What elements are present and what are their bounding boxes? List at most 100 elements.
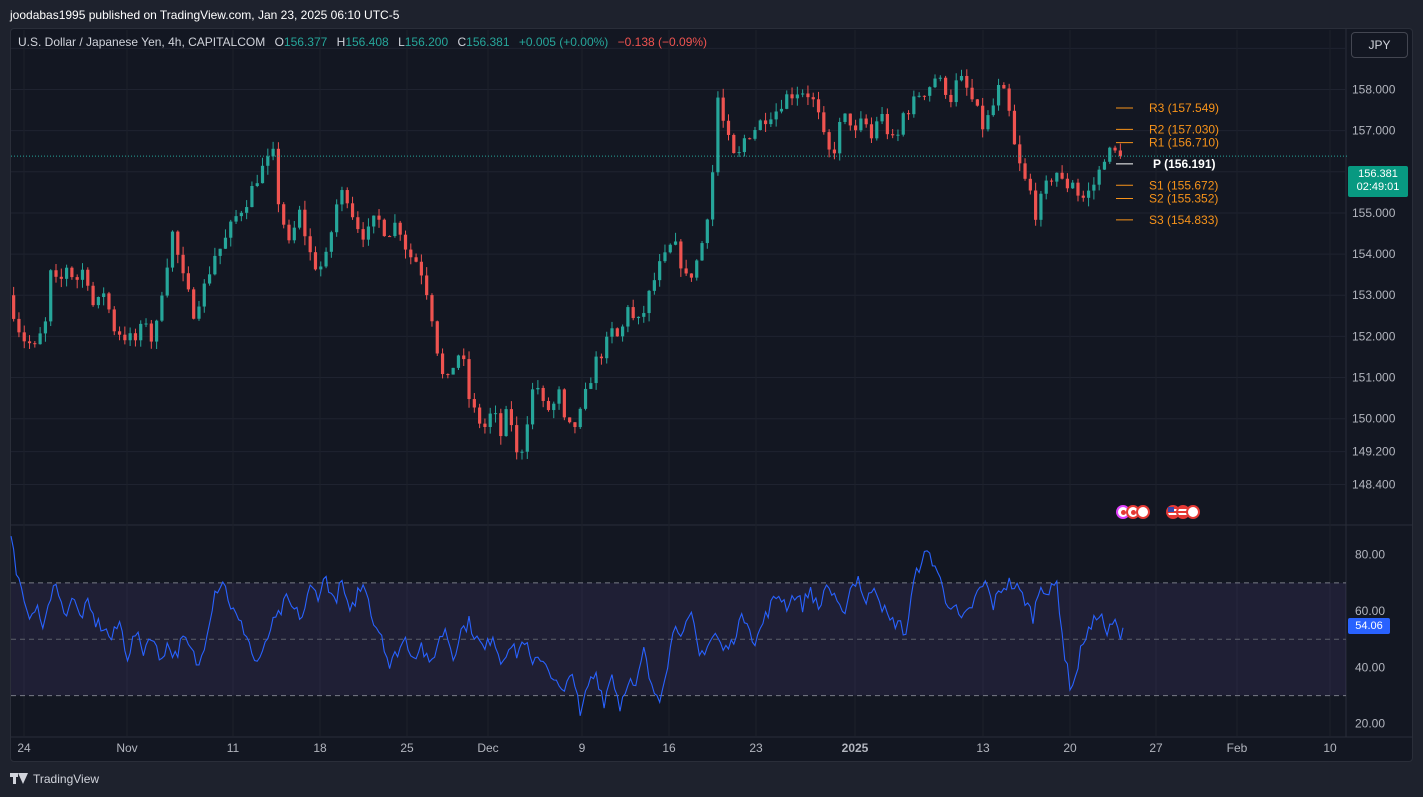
candle-body (276, 148, 281, 205)
candle-body (636, 316, 641, 319)
candle-body (451, 367, 455, 375)
candle-body (1097, 169, 1101, 185)
candle-body (1086, 190, 1091, 198)
candle-body (716, 97, 720, 173)
candle-body (785, 94, 789, 109)
candle-body (186, 273, 190, 290)
candle-body (1044, 180, 1048, 194)
candle-body (991, 105, 995, 116)
candle-body (393, 222, 397, 237)
candle-body (684, 268, 688, 274)
rsi-axis-tick: 40.00 (1355, 660, 1385, 674)
price-axis-tick: 153.000 (1352, 288, 1396, 302)
pivot-label-s3: S3 (154.833) (1149, 213, 1218, 227)
candle-body (615, 328, 619, 337)
candle-body (425, 275, 429, 296)
candle-body (673, 241, 678, 245)
candle-body (753, 130, 757, 139)
candle-body (282, 204, 286, 225)
time-axis-tick: 23 (749, 741, 763, 755)
candle-body (806, 93, 810, 98)
high-label: H (336, 35, 346, 49)
candle-body (165, 267, 169, 296)
candle-body (271, 148, 275, 157)
candle-body (335, 204, 339, 233)
candle-body (197, 306, 201, 319)
time-axis-tick: 2025 (842, 741, 869, 755)
candle-body (885, 114, 889, 135)
currency-button[interactable]: JPY (1351, 32, 1408, 58)
open-value: 156.377 (283, 35, 328, 49)
pivot-label-s1: S1 (155.672) (1149, 178, 1218, 192)
price-axis-tick: 148.400 (1352, 478, 1396, 492)
pivot-label-r2: R2 (157.030) (1149, 122, 1219, 136)
candle-body (372, 215, 376, 227)
japan-flag-icon[interactable] (1186, 505, 1200, 519)
candle-body (546, 400, 551, 411)
change-value: +0.005 (+0.00%) (518, 35, 609, 49)
brand-name: TradingView (33, 772, 100, 786)
candle-body (880, 114, 884, 122)
time-axis-tick: 24 (17, 741, 31, 755)
candle-body (155, 320, 159, 342)
last-price: 156.381 (1358, 168, 1398, 180)
symbol-name[interactable]: U.S. Dollar / Japanese Yen, 4h, CAPITALC… (18, 35, 266, 49)
candle-body (1018, 144, 1022, 164)
candle-body (70, 267, 74, 278)
candle-body (732, 134, 736, 154)
price-axis-tick: 149.200 (1352, 445, 1396, 459)
candle-body (65, 267, 69, 279)
pivot-label-p: P (156.191) (1153, 157, 1216, 171)
rsi-axis-tick: 20.00 (1355, 717, 1385, 731)
candle-body (552, 403, 556, 411)
rsi-line (10, 535, 1124, 716)
candle-body (652, 280, 656, 291)
time-axis-tick: 20 (1063, 741, 1077, 755)
candle-body (578, 408, 582, 428)
time-axis-tick: Nov (116, 741, 137, 755)
candle-body (350, 203, 355, 218)
candle-body (96, 296, 100, 306)
candle-body (234, 216, 238, 222)
candle-body (308, 236, 312, 253)
price-axis-tick: 151.000 (1352, 371, 1396, 385)
candle-body (949, 94, 953, 103)
candle-body (456, 355, 461, 368)
candle-body (80, 269, 85, 280)
candle-body (43, 321, 48, 334)
candle-body (1012, 110, 1017, 145)
candle-body (954, 80, 958, 103)
candle-body (875, 121, 879, 139)
candle-body (435, 321, 439, 354)
candle-body (499, 413, 503, 437)
candle-body (795, 94, 799, 99)
candle-body (848, 113, 852, 126)
candle-body (631, 307, 635, 319)
high-value: 156.408 (345, 35, 389, 49)
low-label: L (398, 35, 405, 49)
candle-body (250, 185, 254, 208)
pivot-label-s2: S2 (155.352) (1149, 191, 1218, 205)
candle-body (938, 77, 942, 79)
candle-body (742, 138, 746, 153)
candle-body (260, 165, 265, 184)
candle-body (520, 451, 524, 453)
candle-body (642, 313, 646, 317)
candle-body (843, 113, 847, 122)
candle-body (213, 255, 217, 275)
candle-body (928, 87, 932, 96)
candle-body (1108, 147, 1112, 162)
candle-body (430, 295, 434, 322)
rsi-axis-tick: 80.00 (1355, 548, 1385, 562)
candle-body (149, 323, 153, 342)
candle-body (859, 118, 863, 131)
tradingview-logo[interactable]: TradingView (10, 772, 99, 786)
candle-body (763, 120, 768, 125)
candle-body (192, 289, 196, 319)
candle-body (440, 353, 445, 375)
japan-flag-icon[interactable] (1136, 505, 1150, 519)
time-axis-tick: 13 (976, 741, 990, 755)
candle-body (658, 261, 662, 281)
candle-body (562, 389, 566, 418)
